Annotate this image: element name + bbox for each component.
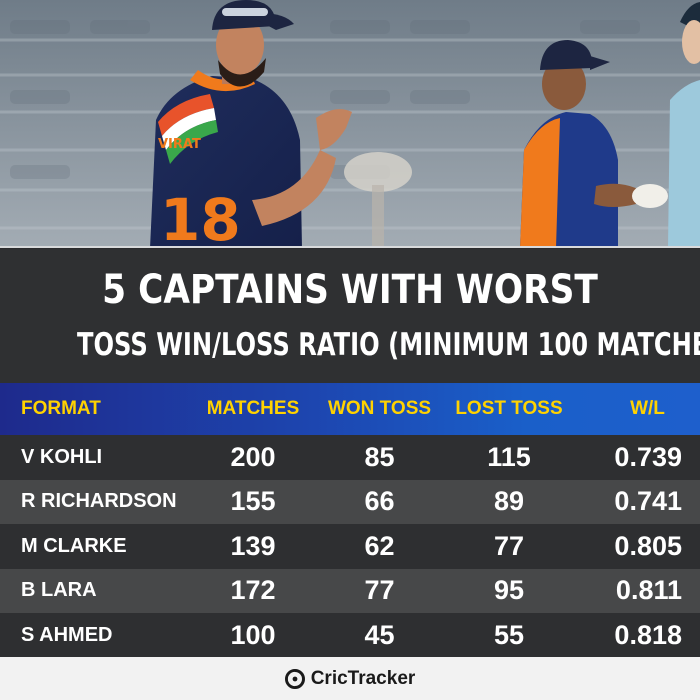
cell-lost-toss: 95	[493, 575, 525, 606]
cell-captain: B LARA	[21, 579, 97, 602]
crictracker-logo-icon	[284, 668, 305, 689]
header-format: FORMAT	[21, 398, 101, 419]
cell-won-toss: 45	[364, 619, 395, 650]
table-row: V KOHLI 200 85 115 0.739	[0, 435, 700, 480]
cell-won-toss: 66	[364, 486, 395, 517]
table-row: S AHMED 100 45 55 0.818	[0, 613, 700, 658]
table-row: B LARA 172 77 95 0.811	[0, 568, 700, 613]
cell-matches: 139	[230, 530, 276, 561]
jersey-number-text: 18	[160, 186, 241, 248]
photo-divider	[0, 246, 700, 248]
footer: CricTracker	[0, 657, 700, 700]
cell-wl: 0.811	[615, 575, 682, 606]
jersey-name-text: VIRAT	[158, 137, 201, 152]
cell-won-toss: 62	[364, 530, 395, 561]
stats-table: FORMAT MATCHES WON TOSS LOST TOSS W/L V …	[0, 383, 700, 658]
title-block: 5 CAPTAINS WITH WORST TOSS WIN/LOSS RATI…	[0, 249, 700, 383]
cell-lost-toss: 55	[493, 619, 525, 650]
header-wl: W/L	[630, 398, 665, 419]
table-row: R RICHARDSON 155 66 89 0.741	[0, 479, 700, 524]
cell-wl: 0.805	[614, 530, 682, 561]
player-right	[520, 40, 668, 248]
cell-captain: M CLARKE	[21, 534, 127, 557]
cell-wl: 0.818	[614, 619, 682, 650]
cricket-players-photo: VIRAT 18	[0, 0, 700, 248]
header-photo: VIRAT 18	[0, 0, 700, 248]
header-lost-toss: LOST TOSS	[455, 398, 563, 419]
cell-lost-toss: 77	[493, 530, 525, 561]
table-header-row: FORMAT MATCHES WON TOSS LOST TOSS W/L	[0, 383, 700, 435]
title-subtitle: TOSS WIN/LOSS RATIO (MINIMUM 100 MATCHES…	[77, 327, 700, 363]
table-row: M CLARKE 139 62 77 0.805	[0, 524, 700, 569]
cell-won-toss: 77	[364, 575, 395, 606]
player-left: VIRAT 18	[150, 0, 352, 248]
player-far-right	[668, 2, 700, 248]
cell-matches: 172	[230, 575, 276, 606]
cell-captain: R RICHARDSON	[21, 490, 177, 513]
cell-matches: 200	[230, 441, 276, 472]
cell-matches: 155	[230, 486, 276, 517]
title-main: 5 CAPTAINS WITH WORST	[102, 267, 598, 313]
header-won-toss: WON TOSS	[327, 398, 432, 419]
cell-won-toss: 85	[364, 441, 395, 472]
cell-captain: V KOHLI	[21, 445, 103, 468]
cell-lost-toss: 115	[487, 441, 531, 472]
cell-matches: 100	[230, 619, 276, 650]
cell-lost-toss: 89	[493, 486, 525, 517]
cell-wl: 0.741	[614, 486, 682, 517]
cell-captain: S AHMED	[21, 623, 113, 646]
brand[interactable]: CricTracker	[284, 667, 416, 690]
header-matches: MATCHES	[206, 398, 300, 419]
cell-wl: 0.739	[614, 441, 682, 472]
brand-name: CricTracker	[310, 667, 416, 689]
